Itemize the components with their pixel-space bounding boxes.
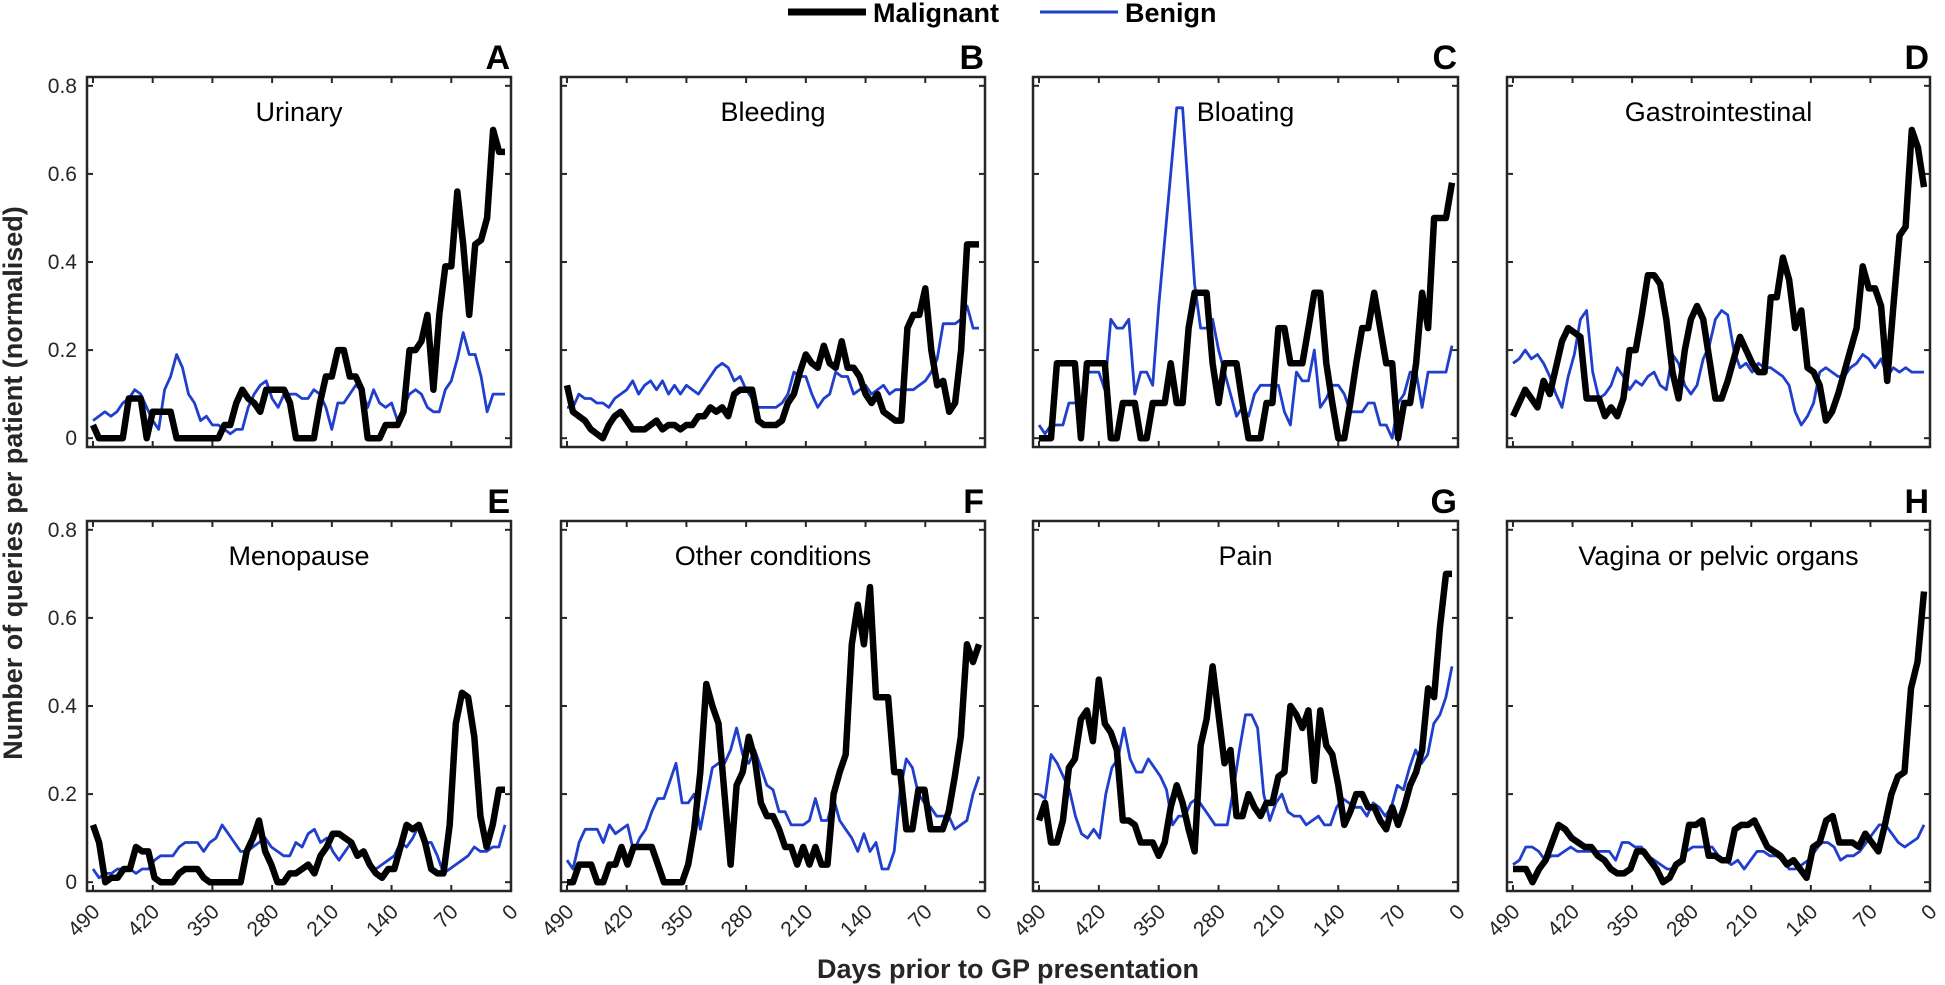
legend: Malignant Benign xyxy=(788,0,1217,28)
panel-title: Other conditions xyxy=(675,541,872,571)
x-tick-label: 490 xyxy=(1483,900,1524,941)
panel-title: Urinary xyxy=(255,97,343,127)
series-line-benign xyxy=(91,823,507,880)
y-tick-label: 0 xyxy=(65,871,77,894)
y-tick-label: 0.4 xyxy=(48,251,78,274)
x-tick-label: 210 xyxy=(1722,900,1763,941)
x-tick-label: 140 xyxy=(1781,900,1822,941)
x-tick-label: 350 xyxy=(1603,900,1644,941)
panel-letter: C xyxy=(1432,39,1457,77)
series-line-malignant xyxy=(1510,126,1928,424)
y-axis-label: Number of queries per patient (normalise… xyxy=(0,206,28,760)
x-tick-label: 0 xyxy=(498,900,523,925)
y-tick-label: 0 xyxy=(65,427,77,450)
x-tick-label: 210 xyxy=(302,900,343,941)
panel-d: Gastrointestinal D xyxy=(1505,39,1932,449)
x-tick-label: 210 xyxy=(1249,900,1290,941)
panel-h: 490 420 350 280 210 140 70 0 Vagina or pelvic or… xyxy=(1483,483,1941,941)
panel-letter: A xyxy=(485,39,510,77)
panel-letter: D xyxy=(1904,39,1929,77)
x-tick-label: 280 xyxy=(717,900,758,941)
x-tick-label: 420 xyxy=(1543,900,1584,941)
axes-frame xyxy=(559,75,987,449)
series-line-malignant xyxy=(1513,591,1928,886)
panel-letter: E xyxy=(487,483,510,521)
x-tick-label: 70 xyxy=(1849,900,1882,933)
panel-b: Bleeding B xyxy=(559,39,987,449)
axes-frame xyxy=(85,519,513,893)
series-line-benign xyxy=(567,304,979,409)
y-tick-label: 0.6 xyxy=(48,163,77,186)
x-tick-label: 420 xyxy=(1069,900,1110,941)
panel-letter: H xyxy=(1904,483,1929,521)
x-tick-label: 350 xyxy=(657,900,698,941)
panel-title: Menopause xyxy=(228,541,369,571)
panel-title: Bloating xyxy=(1197,97,1295,127)
axes-frame xyxy=(85,75,513,449)
x-tick-label: 140 xyxy=(836,900,877,941)
y-tick-label: 0.6 xyxy=(48,607,77,630)
x-tick-label: 350 xyxy=(1129,900,1170,941)
legend-label-benign: Benign xyxy=(1125,0,1217,28)
panel-g: 490 420 350 280 210 140 70 0 Pain G xyxy=(1009,483,1469,941)
panel-title: Gastrointestinal xyxy=(1625,97,1813,127)
panel-title: Bleeding xyxy=(720,97,825,127)
series-line-malignant xyxy=(90,126,505,442)
series-line-malignant xyxy=(1035,570,1452,860)
x-tick-label: 70 xyxy=(430,900,463,933)
panel-a: 0 0.2 0.4 0.6 0.8 Urinary A xyxy=(48,39,513,450)
panel-letter: G xyxy=(1431,483,1457,521)
panel-letter: B xyxy=(959,39,984,77)
series-line-benign xyxy=(1512,309,1924,427)
y-tick-label: 0.2 xyxy=(48,339,77,362)
panel-title: Pain xyxy=(1218,541,1272,571)
axes-frame xyxy=(559,519,987,893)
series-line-malignant xyxy=(1039,182,1456,442)
x-tick-label: 490 xyxy=(537,900,578,941)
y-tick-label: 0.4 xyxy=(48,695,78,718)
y-tick-label: 0.8 xyxy=(48,519,77,542)
x-tick-label: 490 xyxy=(1009,900,1050,941)
x-tick-label: 350 xyxy=(183,900,224,941)
y-tick-label: 0.8 xyxy=(48,75,77,98)
panel-f: 490 420 350 280 210 140 70 0 Other conditions F xyxy=(537,483,996,941)
x-tick-label: 420 xyxy=(123,900,164,941)
legend-label-malignant: Malignant xyxy=(873,0,999,28)
series-line-benign xyxy=(1038,666,1454,840)
axes-frame xyxy=(1505,75,1932,449)
x-tick-label: 0 xyxy=(1917,900,1942,925)
x-tick-label: 490 xyxy=(63,900,104,941)
series-line-malignant xyxy=(89,689,505,886)
panel-title: Vagina or pelvic organs xyxy=(1578,541,1858,571)
panel-letter: F xyxy=(963,483,984,521)
x-tick-label: 140 xyxy=(1309,900,1350,941)
axes-frame xyxy=(1505,519,1932,893)
x-tick-label: 280 xyxy=(1662,900,1703,941)
x-tick-label: 70 xyxy=(904,900,937,933)
x-tick-label: 140 xyxy=(362,900,403,941)
y-tick-label: 0.2 xyxy=(48,783,77,806)
series-line-malignant xyxy=(567,583,983,886)
x-tick-label: 280 xyxy=(1189,900,1230,941)
x-tick-label: 0 xyxy=(972,900,997,925)
panel-c: Bloating C xyxy=(1031,39,1460,449)
series-line-malignant xyxy=(563,241,979,442)
x-tick-label: 420 xyxy=(597,900,638,941)
panel-e: 490 420 350 280 210 140 70 0 0 0.2 0.4 0.6 0.8 Menopa… xyxy=(48,483,523,941)
x-tick-label: 280 xyxy=(243,900,284,941)
x-tick-label: 70 xyxy=(1377,900,1410,933)
x-axis-label: Days prior to GP presentation xyxy=(817,954,1199,984)
x-tick-label: 210 xyxy=(776,900,817,941)
x-tick-label: 0 xyxy=(1445,900,1470,925)
